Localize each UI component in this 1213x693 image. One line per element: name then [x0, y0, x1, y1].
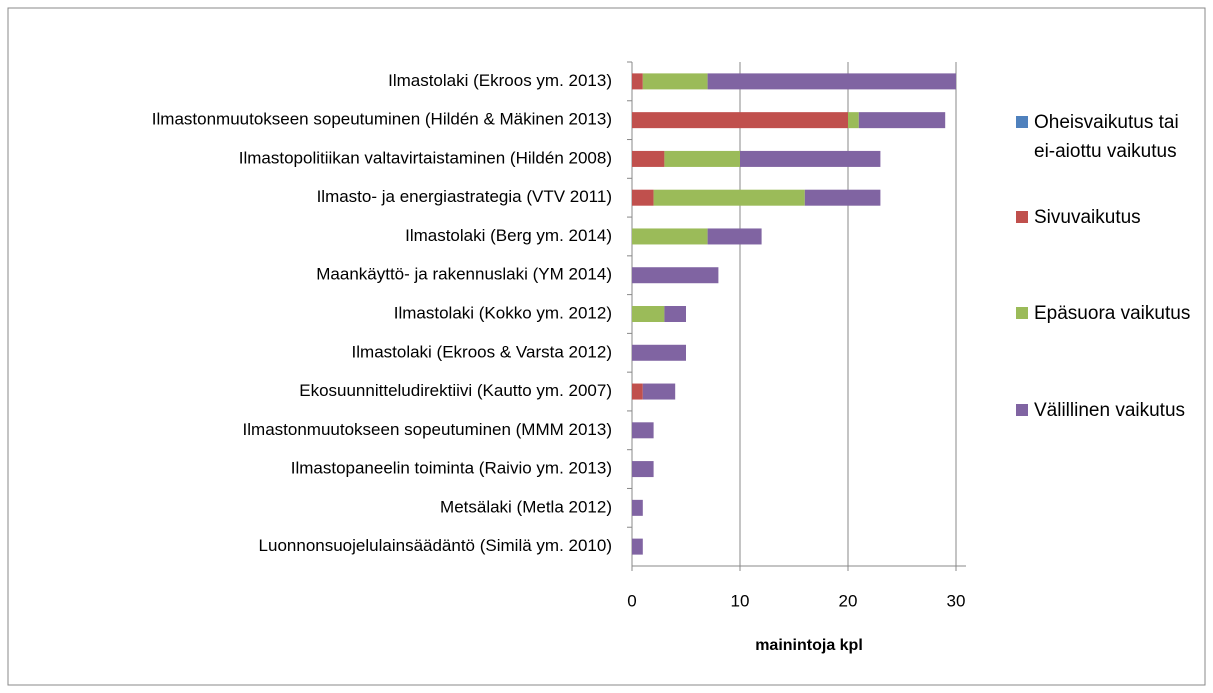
x-tick-label: 30 — [947, 591, 966, 610]
y-tick-label: Ilmastolaki (Ekroos & Varsta 2012) — [352, 342, 612, 361]
y-tick-label: Ilmastolaki (Kokko ym. 2012) — [394, 303, 612, 322]
bar-segment — [664, 306, 686, 322]
legend-swatch — [1016, 116, 1028, 128]
bar-segment — [848, 112, 859, 129]
legend-item: Sivuvaikutus — [1016, 203, 1196, 232]
y-tick-label: Maankäyttö- ja rakennuslaki (YM 2014) — [316, 265, 612, 284]
y-tick-label: Ekosuunnitteludirektiivi (Kautto ym. 200… — [299, 381, 612, 400]
y-tick-label: Metsälaki (Metla 2012) — [440, 497, 612, 516]
legend-label: Välillinen vaikutus — [1034, 400, 1186, 421]
bar-segment — [642, 383, 676, 400]
chart-frame — [7, 7, 1206, 686]
bar-segment — [632, 499, 643, 516]
x-axis-title: mainintoja kpl — [755, 637, 863, 654]
bar-segment — [707, 228, 762, 245]
bar-segment — [632, 538, 643, 555]
y-tick-label: Ilmastonmuutokseen sopeutuminen (MMM 201… — [243, 420, 612, 439]
bar-segment — [632, 189, 654, 206]
bar-segment — [632, 228, 708, 245]
bar-segment — [632, 112, 848, 129]
bar-segment — [632, 383, 643, 400]
bar-segment — [740, 150, 881, 167]
x-tick-label: 10 — [731, 591, 750, 610]
legend-item: Välillinen vaikutus — [1016, 396, 1196, 425]
legend-item: Epäsuora vaikutus — [1016, 299, 1196, 328]
y-tick-label: Luonnonsuojelulainsäädäntö (Similä ym. 2… — [259, 536, 612, 555]
bar-segment — [858, 112, 946, 129]
legend-item: Oheisvaikutus tai ei-aiottu vaikutus — [1016, 108, 1196, 166]
legend-label: Epäsuora vaikutus — [1034, 303, 1191, 324]
bar-segment — [632, 306, 665, 322]
x-tick-label: 0 — [627, 591, 636, 610]
bar-segment — [653, 189, 805, 206]
bar-segment — [632, 461, 654, 478]
y-tick-label: Ilmastopaneelin toiminta (Raivio ym. 201… — [291, 459, 612, 478]
y-tick-label: Ilmastolaki (Berg ym. 2014) — [405, 226, 612, 245]
bar-segment — [632, 267, 719, 284]
y-tick-label: Ilmastolaki (Ekroos ym. 2013) — [388, 71, 612, 90]
legend-swatch — [1016, 211, 1028, 223]
legend-label: Oheisvaikutus tai ei-aiottu vaikutus — [1034, 112, 1179, 162]
bar-segment — [642, 73, 708, 90]
bar-segment — [707, 73, 956, 90]
bar-segment — [632, 150, 665, 167]
bar-segment — [664, 150, 740, 167]
bar-segment — [632, 422, 654, 439]
y-tick-label: Ilmasto- ja energiastrategia (VTV 2011) — [317, 187, 612, 206]
y-tick-label: Ilmastonmuutokseen sopeutuminen (Hildén … — [152, 110, 612, 129]
y-tick-label: Ilmastopolitiikan valtavirtaistaminen (H… — [239, 148, 612, 167]
legend-swatch — [1016, 307, 1028, 319]
bar-segment — [632, 73, 643, 90]
bar-segment — [632, 344, 686, 361]
legend-label: Sivuvaikutus — [1034, 207, 1141, 228]
x-tick-label: 20 — [839, 591, 858, 610]
bar-segment — [804, 189, 881, 206]
legend-swatch — [1016, 404, 1028, 416]
